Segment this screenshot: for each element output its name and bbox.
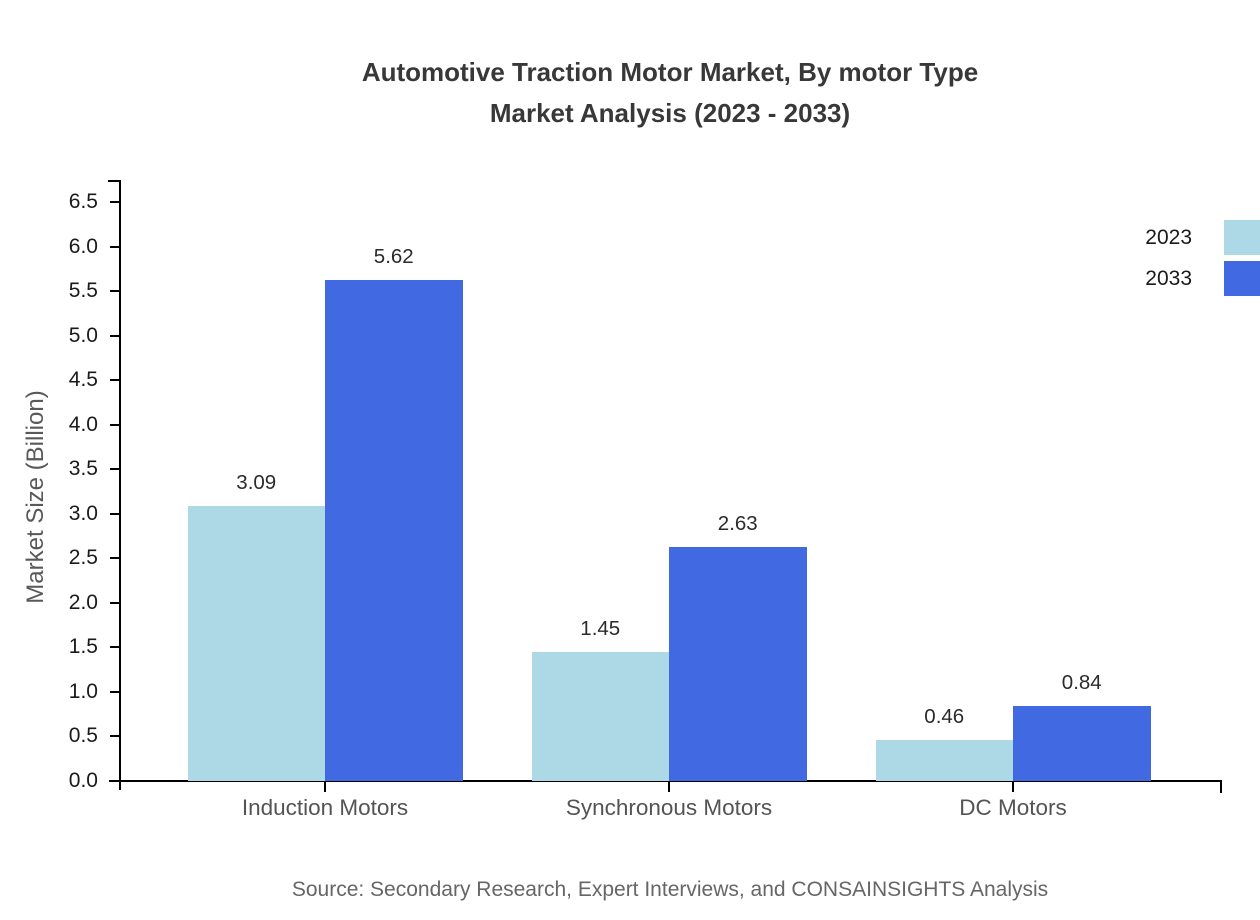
y-tick-mark xyxy=(110,690,120,693)
y-tick-label: 3.5 xyxy=(68,457,98,481)
bar-2023-1 xyxy=(531,651,669,781)
bar-value-label: 3.09 xyxy=(236,470,277,494)
y-tick-label: 2.0 xyxy=(68,590,98,614)
source-note: Source: Secondary Research, Expert Inter… xyxy=(291,878,1049,901)
x-tick-mark xyxy=(668,782,670,792)
legend-label-2033: 2033 xyxy=(1145,267,1192,290)
x-tick-label: DC Motors xyxy=(959,795,1067,820)
legend-label-2023: 2023 xyxy=(1145,226,1192,249)
y-tick-mark xyxy=(110,379,120,382)
y-tick-mark xyxy=(110,334,120,337)
legend-swatch-2023 xyxy=(1224,220,1260,255)
y-tick-label: 1.5 xyxy=(68,635,98,659)
y-tick-mark xyxy=(110,780,120,782)
bar-2033-0 xyxy=(325,280,463,781)
x-tick-label: Synchronous Motors xyxy=(565,795,773,820)
y-tick-mark xyxy=(110,646,120,649)
y-tick-label: 4.5 xyxy=(68,368,98,392)
y-tick-label: 5.5 xyxy=(68,279,98,303)
y-tick-label: 0.0 xyxy=(68,769,98,792)
bar-value-label: 0.46 xyxy=(924,705,965,729)
bar-value-label: 0.84 xyxy=(1061,671,1102,695)
y-tick-mark xyxy=(110,468,120,471)
y-tick-mark xyxy=(110,200,120,203)
y-tick-mark xyxy=(110,735,120,738)
bar-value-label: 5.62 xyxy=(373,245,414,269)
bar-value-label: 2.63 xyxy=(717,511,758,535)
bar-2033-1 xyxy=(669,546,807,781)
chart-title-line1: Automotive Traction Motor Market, By mot… xyxy=(361,57,979,87)
x-tick-label: Induction Motors xyxy=(241,795,409,820)
legend-swatch-2033 xyxy=(1224,261,1260,296)
x-tick-mark xyxy=(324,782,326,792)
y-tick-label: 4.0 xyxy=(68,412,98,436)
y-tick-mark xyxy=(110,512,120,515)
x-tick-mark xyxy=(1012,782,1014,792)
y-tick-label: 3.0 xyxy=(68,501,98,525)
bar-value-label: 1.45 xyxy=(580,616,621,640)
bar-2023-0 xyxy=(187,505,325,781)
x-axis-end-tick xyxy=(1220,781,1222,793)
y-tick-label: 2.5 xyxy=(68,546,98,570)
y-tick-label: 6.0 xyxy=(68,234,98,258)
y-tick-label: 6.5 xyxy=(68,189,98,213)
y-axis-end-tick xyxy=(108,180,120,182)
bar-2033-2 xyxy=(1013,706,1151,781)
y-axis-spine xyxy=(119,180,121,790)
chart-title-line2: Market Analysis (2023 - 2033) xyxy=(489,98,851,128)
y-tick-mark xyxy=(110,423,120,426)
y-tick-label: 1.0 xyxy=(68,679,98,703)
bar-2023-2 xyxy=(875,740,1013,781)
y-tick-label: 0.5 xyxy=(68,724,98,748)
y-tick-mark xyxy=(110,557,120,560)
chart-title: Automotive Traction Motor Market, By mot… xyxy=(130,52,1210,134)
y-tick-mark xyxy=(110,245,120,248)
y-tick-mark xyxy=(110,601,120,604)
x-axis-spine xyxy=(109,780,1222,782)
y-tick-label: 5.0 xyxy=(68,323,98,347)
y-tick-mark xyxy=(110,290,120,293)
